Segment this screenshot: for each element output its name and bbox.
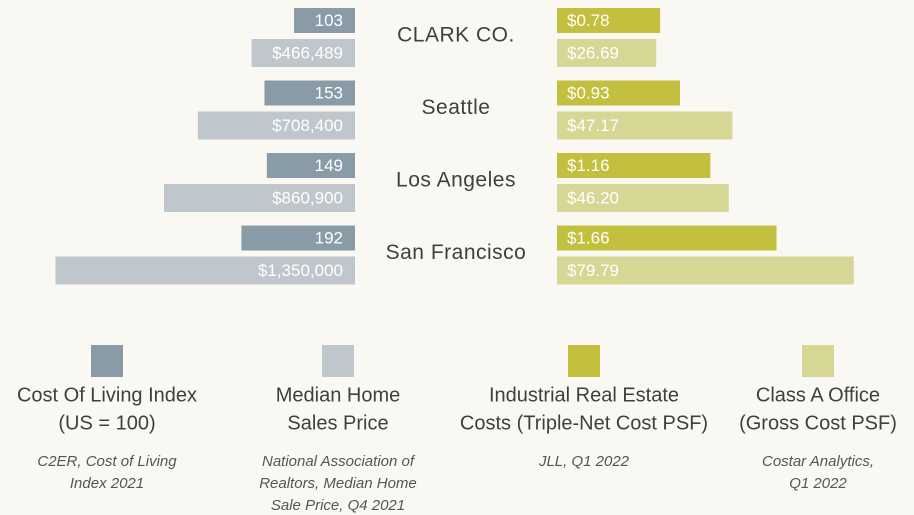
bar xyxy=(55,256,355,285)
category-label: Los Angeles xyxy=(396,169,516,192)
source-note: National Association of xyxy=(262,453,416,470)
bar xyxy=(241,225,355,251)
bar xyxy=(557,256,854,285)
value-label: $1.66 xyxy=(567,228,610,247)
bar xyxy=(264,80,355,106)
bar xyxy=(163,184,355,212)
value-label: $708,400 xyxy=(272,116,343,135)
legend-label: (US = 100) xyxy=(58,412,155,434)
bar xyxy=(197,111,355,140)
category-label: San Francisco xyxy=(386,241,527,264)
bar xyxy=(557,225,777,251)
category-label: CLARK CO. xyxy=(397,24,515,47)
source-note: Sale Price, Q4 2021 xyxy=(271,497,405,514)
legend-label: Cost Of Living Index xyxy=(17,384,197,406)
legend-label: Median Home xyxy=(276,384,401,406)
bar xyxy=(557,153,711,178)
source-note: C2ER, Cost of Living xyxy=(37,453,177,470)
bar xyxy=(266,153,355,178)
legend-label: Industrial Real Estate xyxy=(489,384,679,406)
legend-swatch xyxy=(568,345,600,377)
value-label: $860,900 xyxy=(272,188,343,207)
value-label: $0.78 xyxy=(567,11,610,30)
legend-label: (Gross Cost PSF) xyxy=(739,412,897,434)
bar xyxy=(557,39,657,67)
value-label: $1,350,000 xyxy=(258,261,343,280)
legend-label: Class A Office xyxy=(756,384,880,406)
value-label: $26.69 xyxy=(567,43,619,62)
source-note: JLL, Q1 2022 xyxy=(538,453,630,470)
bar xyxy=(251,39,355,67)
legend-swatch xyxy=(91,345,123,377)
value-label: 149 xyxy=(315,156,343,175)
bar xyxy=(557,8,661,33)
bar xyxy=(557,184,729,212)
value-label: 192 xyxy=(315,228,343,247)
source-note: Costar Analytics, xyxy=(762,453,874,470)
value-label: $46.20 xyxy=(567,188,619,207)
value-label: $1.16 xyxy=(567,156,610,175)
value-label: $0.93 xyxy=(567,83,610,102)
legend-swatch xyxy=(802,345,834,377)
value-label: $79.79 xyxy=(567,261,619,280)
value-label: 153 xyxy=(315,83,343,102)
category-label: Seattle xyxy=(422,96,491,119)
legend-swatch xyxy=(322,345,354,377)
source-note: Index 2021 xyxy=(70,475,144,492)
bar xyxy=(557,111,733,140)
legend-label: Costs (Triple-Net Cost PSF) xyxy=(460,412,708,434)
source-note: Realtors, Median Home xyxy=(259,475,417,492)
value-label: $47.17 xyxy=(567,116,619,135)
bar xyxy=(557,80,680,106)
value-label: 103 xyxy=(315,11,343,30)
value-label: $466,489 xyxy=(272,43,343,62)
legend-label: Sales Price xyxy=(287,412,388,434)
bar xyxy=(294,8,355,33)
source-note: Q1 2022 xyxy=(789,475,847,492)
